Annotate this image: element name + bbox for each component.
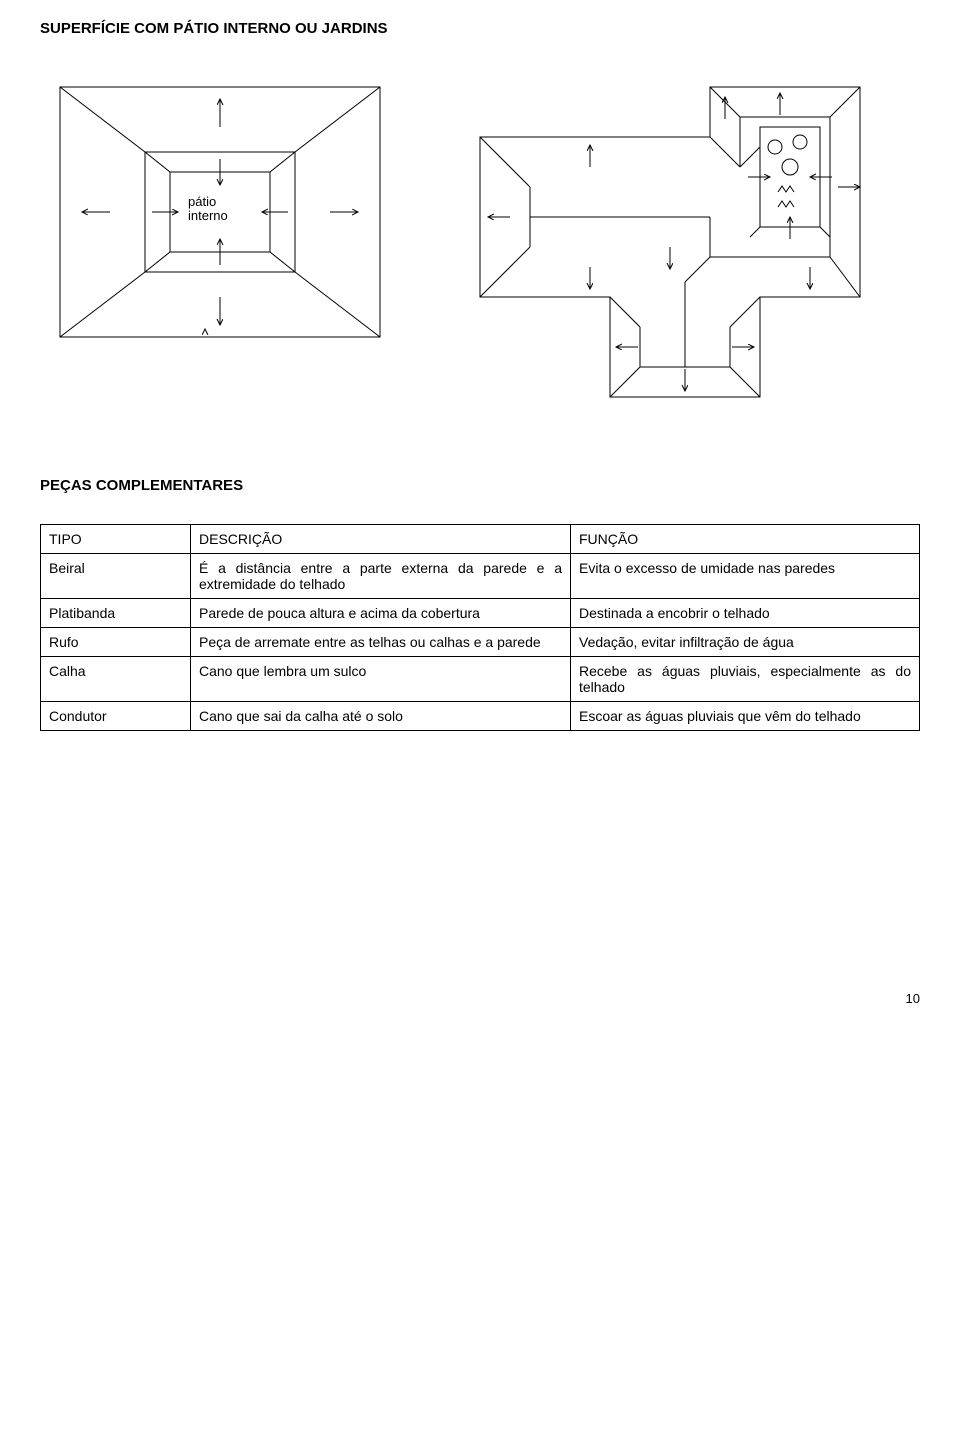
table-header-row: TIPO DESCRIÇÃO FUNÇÃO [41, 525, 920, 554]
page-number: 10 [40, 991, 920, 1006]
cell-func: Evita o excesso de umidade nas paredes [571, 554, 920, 599]
table-subtitle: PEÇAS COMPLEMENTARES [40, 477, 920, 494]
header-func: FUNÇÃO [571, 525, 920, 554]
table-row: Rufo Peça de arremate entre as telhas ou… [41, 628, 920, 657]
cell-tipo: Condutor [41, 702, 191, 731]
header-desc: DESCRIÇÃO [191, 525, 571, 554]
diagrams-row: pátio interno [40, 67, 920, 417]
cell-func: Escoar as águas pluviais que vêm do telh… [571, 702, 920, 731]
diagram-patio-interno: pátio interno [40, 67, 400, 357]
cell-desc: Peça de arremate entre as telhas ou calh… [191, 628, 571, 657]
roof-garden-svg [460, 67, 880, 417]
cell-tipo: Beiral [41, 554, 191, 599]
cell-desc: Cano que sai da calha até o solo [191, 702, 571, 731]
cell-func: Vedação, evitar infiltração de água [571, 628, 920, 657]
cell-desc: Cano que lembra um sulco [191, 657, 571, 702]
patio-label: pátio interno [188, 195, 228, 224]
cell-tipo: Platibanda [41, 599, 191, 628]
cell-desc: É a distância entre a parte externa da p… [191, 554, 571, 599]
cell-func: Recebe as águas pluviais, especialmente … [571, 657, 920, 702]
patio-label-line1: pátio [188, 194, 216, 209]
cell-tipo: Rufo [41, 628, 191, 657]
header-tipo: TIPO [41, 525, 191, 554]
table-row: Beiral É a distância entre a parte exter… [41, 554, 920, 599]
cell-desc: Parede de pouca altura e acima da cobert… [191, 599, 571, 628]
table-row: Calha Cano que lembra um sulco Recebe as… [41, 657, 920, 702]
table-row: Platibanda Parede de pouca altura e acim… [41, 599, 920, 628]
cell-func: Destinada a encobrir o telhado [571, 599, 920, 628]
patio-label-line2: interno [188, 208, 228, 223]
section-title: SUPERFÍCIE COM PÁTIO INTERNO OU JARDINS [40, 20, 920, 37]
pecas-table: TIPO DESCRIÇÃO FUNÇÃO Beiral É a distânc… [40, 524, 920, 731]
cell-tipo: Calha [41, 657, 191, 702]
diagram-jardim [460, 67, 880, 417]
table-row: Condutor Cano que sai da calha até o sol… [41, 702, 920, 731]
